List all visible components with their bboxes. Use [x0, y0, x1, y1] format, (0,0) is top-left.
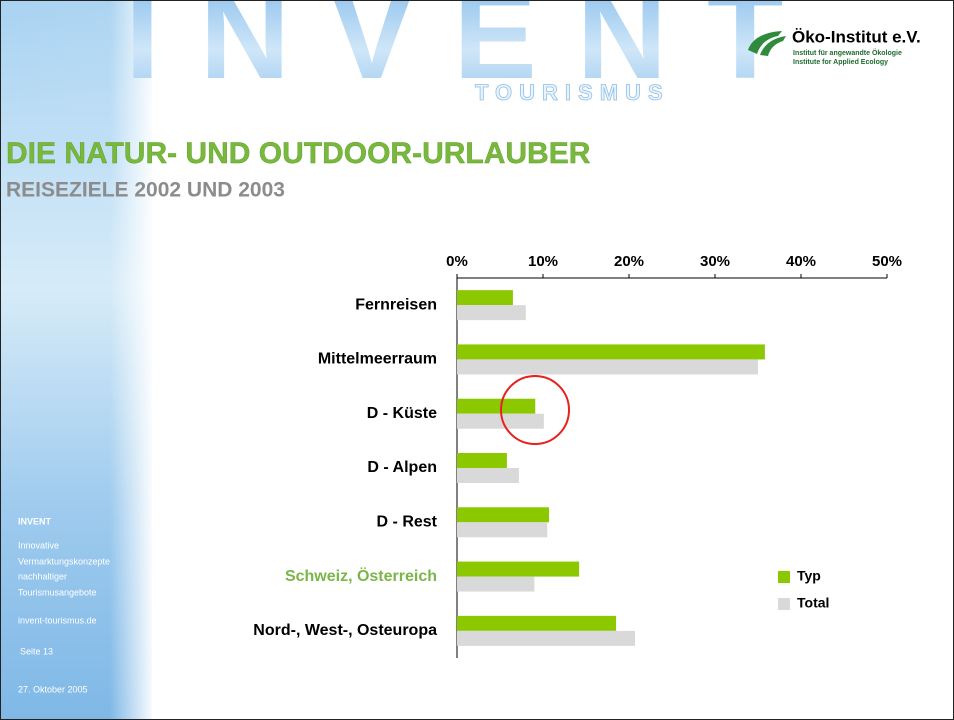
legend-swatch [778, 598, 790, 610]
bar [457, 522, 548, 538]
category-label: Schweiz, Österreich [285, 566, 437, 585]
bar [457, 615, 617, 631]
chart-subtitle: REISEZIELE 2002 UND 2003 [6, 179, 285, 202]
logo-name: Öko-Institut e.V. [792, 27, 921, 46]
x-tick-label: 50% [872, 253, 902, 270]
sidebar-page: Seite 13 [20, 646, 53, 656]
highlight-circle [500, 375, 570, 445]
sidebar-date: 27. Oktober 2005 [18, 684, 88, 694]
bar [457, 398, 536, 414]
bar [457, 576, 535, 592]
sidebar-website: invent-tourismus.de [18, 615, 97, 625]
x-tick-label: 40% [786, 253, 816, 270]
x-tick-label: 20% [614, 253, 644, 270]
category-label: D - Alpen [367, 459, 437, 476]
chart-title: DIE NATUR- UND OUTDOOR-URLAUBER [6, 137, 591, 170]
x-tick-label: 30% [700, 253, 730, 270]
bar-chart: 0% 10% 20% 30% 40% 50% Fernreisen Mittelmeerrau… [253, 253, 902, 658]
legend-label: Typ [797, 568, 821, 584]
bar [457, 305, 526, 321]
sidebar-project: INVENT [18, 516, 52, 526]
bar [457, 359, 758, 375]
bar [457, 290, 513, 306]
legend-label: Total [797, 595, 829, 611]
bar [457, 507, 550, 523]
category-label: Fernreisen [355, 296, 437, 313]
category-label: D - Rest [377, 514, 438, 531]
bar [457, 344, 765, 360]
logo-mark [748, 31, 786, 56]
sidebar-description: Innovative [18, 540, 59, 550]
brand: INVENT [125, 0, 823, 105]
sidebar-description: nachhaltiger [18, 571, 67, 581]
legend-swatch [778, 571, 790, 583]
bar [457, 453, 507, 468]
bar [457, 468, 519, 483]
header-fade [0, 0, 954, 110]
sidebar-description: Tourismusangebote [18, 587, 97, 597]
sidebar-description: Vermarktungskonzepte [18, 556, 110, 566]
bar [457, 561, 580, 577]
brand-sub: TOURISMUS [475, 80, 670, 105]
category-label: Mittelmeerraum [318, 351, 437, 368]
category-label: Nord-, West-, Osteuropa [253, 622, 437, 639]
x-tick-label: 10% [528, 253, 558, 270]
category-label: D - Küste [367, 405, 437, 422]
logo-line: Institute for Applied Ecology [793, 59, 888, 66]
bar [457, 413, 544, 429]
logo-line: Institut für angewandte Ökologie [793, 48, 902, 57]
bar [457, 630, 636, 646]
sidebar-fade [110, 0, 155, 720]
x-tick-label: 0% [446, 253, 468, 270]
